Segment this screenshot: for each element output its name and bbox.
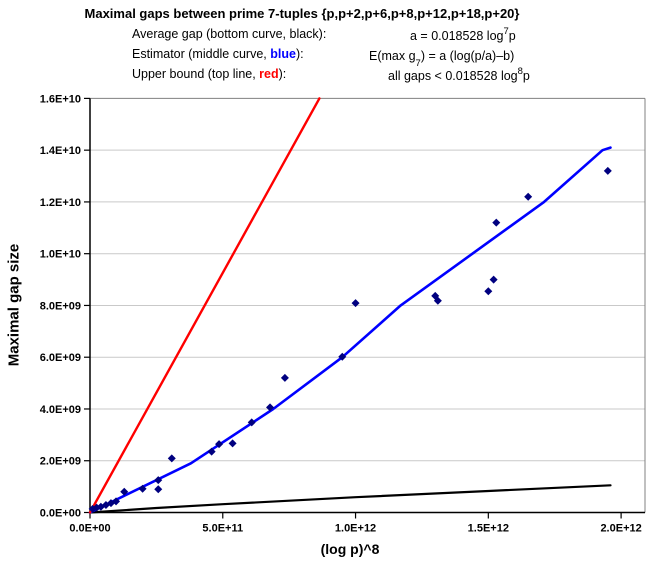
x-tick-label: 2.0E+12 — [600, 523, 641, 535]
upper-bound-line — [88, 97, 321, 514]
data-point-diamond — [154, 476, 163, 485]
y-tick-label: 1.6E+10 — [40, 93, 81, 105]
data-point-diamond — [484, 287, 493, 296]
data-point-diamond — [603, 166, 612, 175]
y-tick-label: 8.0E+09 — [40, 300, 81, 312]
data-point-diamond — [338, 352, 347, 361]
data-point-diamond — [228, 439, 237, 448]
data-point-diamond — [167, 454, 176, 463]
x-tick-label: 0.0E+00 — [69, 523, 110, 535]
legend-formula-estimator: E(max g7) = a (log(p/a)–b) — [369, 49, 515, 69]
y-tick-label: 0.0E+00 — [40, 508, 81, 520]
legend-label-estimator: Estimator (middle curve, blue): — [132, 47, 304, 61]
data-point-diamond — [138, 484, 147, 493]
y-tick-label: 2.0E+09 — [40, 456, 81, 468]
data-point-diamond — [247, 418, 256, 427]
data-point-diamond — [351, 299, 360, 308]
x-tick-label: 5.0E+11 — [202, 523, 243, 535]
data-point-diamond — [280, 373, 289, 382]
legend-label-upper-bound: Upper bound (top line, red): — [132, 67, 287, 81]
data-point-diamond — [266, 403, 275, 412]
x-tick-label: 1.0E+12 — [335, 523, 376, 535]
data-point-diamond — [112, 497, 121, 506]
data-point-diamond — [489, 275, 498, 284]
x-tick-label: 1.5E+12 — [468, 523, 509, 535]
y-tick-label: 6.0E+09 — [40, 352, 81, 364]
legend-label-average-gap: Average gap (bottom curve, black): — [132, 27, 327, 41]
y-tick-label: 1.4E+10 — [40, 145, 81, 157]
data-point-diamond — [215, 440, 224, 449]
data-point-diamond — [433, 296, 442, 305]
legend-row-estimator: Estimator (middle curve, blue): E(max g7… — [0, 47, 656, 69]
average-gap-line — [88, 484, 612, 514]
data-point-diamond — [154, 485, 163, 494]
y-tick-label: 1.2E+10 — [40, 197, 81, 209]
y-axis-title: Maximal gap size — [5, 243, 23, 367]
legend-row-upper-bound: Upper bound (top line, red): all gaps < … — [0, 66, 656, 85]
data-point-diamond — [207, 447, 216, 456]
legend-formula-upper-bound: all gaps < 0.018528 log8p — [388, 66, 530, 84]
y-tick-label: 1.0E+10 — [40, 249, 81, 261]
data-point-diamond — [524, 192, 533, 201]
x-axis-title: (log p)^8 — [320, 541, 380, 557]
data-point-diamond — [492, 218, 501, 227]
chart-title: Maximal gaps between prime 7-tuples {p,p… — [84, 6, 520, 21]
y-tick-label: 4.0E+09 — [40, 404, 81, 416]
data-point-diamond — [120, 487, 129, 496]
legend-row-average-gap: Average gap (bottom curve, black): a = 0… — [0, 26, 656, 45]
legend-formula-average-gap: a = 0.018528 log7p — [410, 26, 516, 44]
